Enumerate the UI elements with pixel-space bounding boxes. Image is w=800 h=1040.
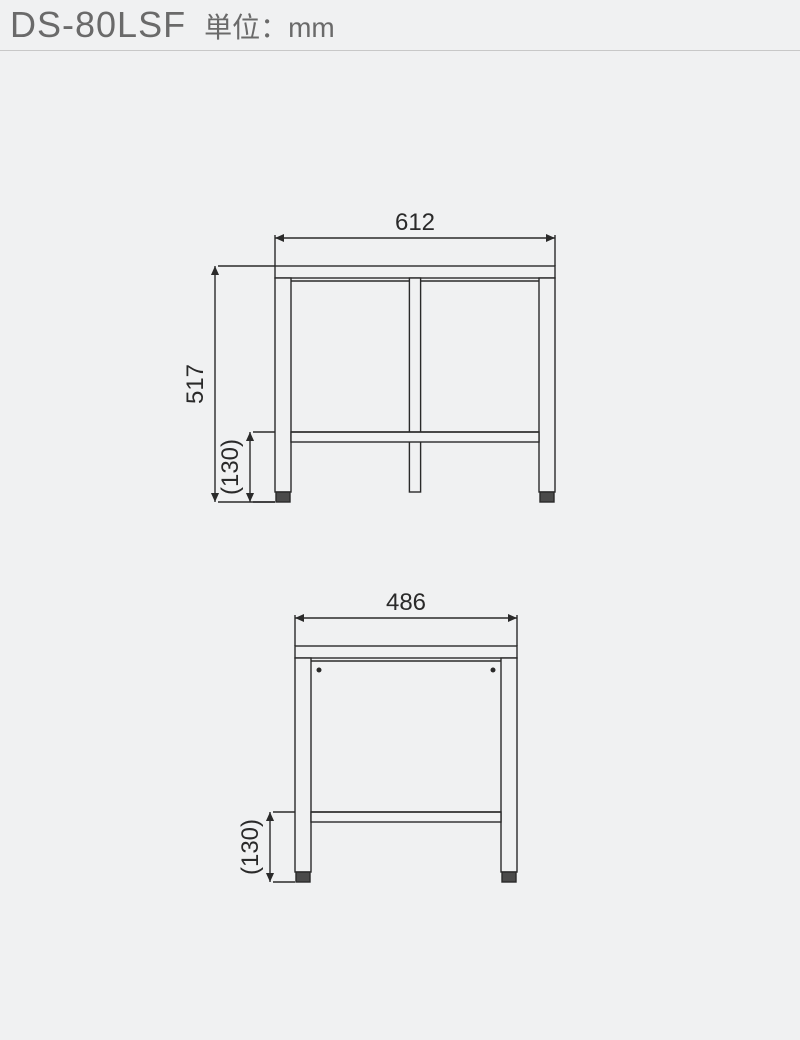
svg-text:486: 486 (386, 589, 426, 616)
model-number: DS-80LSF (10, 4, 186, 46)
svg-text:(130): (130) (217, 439, 244, 495)
technical-drawing: 612 517 (130) 486 (130) (0, 51, 800, 1031)
svg-text:517: 517 (182, 364, 209, 404)
drawing-canvas: 612 517 (130) 486 (130) (0, 51, 800, 1031)
header: DS-80LSF 単位：mm (0, 0, 800, 51)
svg-text:612: 612 (395, 209, 435, 236)
unit-label: 単位：mm (204, 6, 335, 46)
svg-text:(130): (130) (237, 819, 264, 875)
